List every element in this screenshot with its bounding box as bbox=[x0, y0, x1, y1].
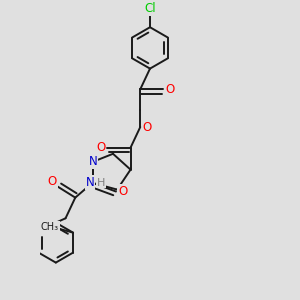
Text: N: N bbox=[88, 155, 97, 168]
Text: Cl: Cl bbox=[144, 2, 156, 15]
Text: CH₃: CH₃ bbox=[41, 222, 59, 232]
Text: O: O bbox=[166, 83, 175, 96]
Text: O: O bbox=[48, 175, 57, 188]
Text: N: N bbox=[85, 176, 94, 189]
Text: O: O bbox=[118, 185, 128, 198]
Text: O: O bbox=[96, 141, 105, 154]
Text: H: H bbox=[96, 178, 105, 188]
Text: O: O bbox=[142, 121, 152, 134]
